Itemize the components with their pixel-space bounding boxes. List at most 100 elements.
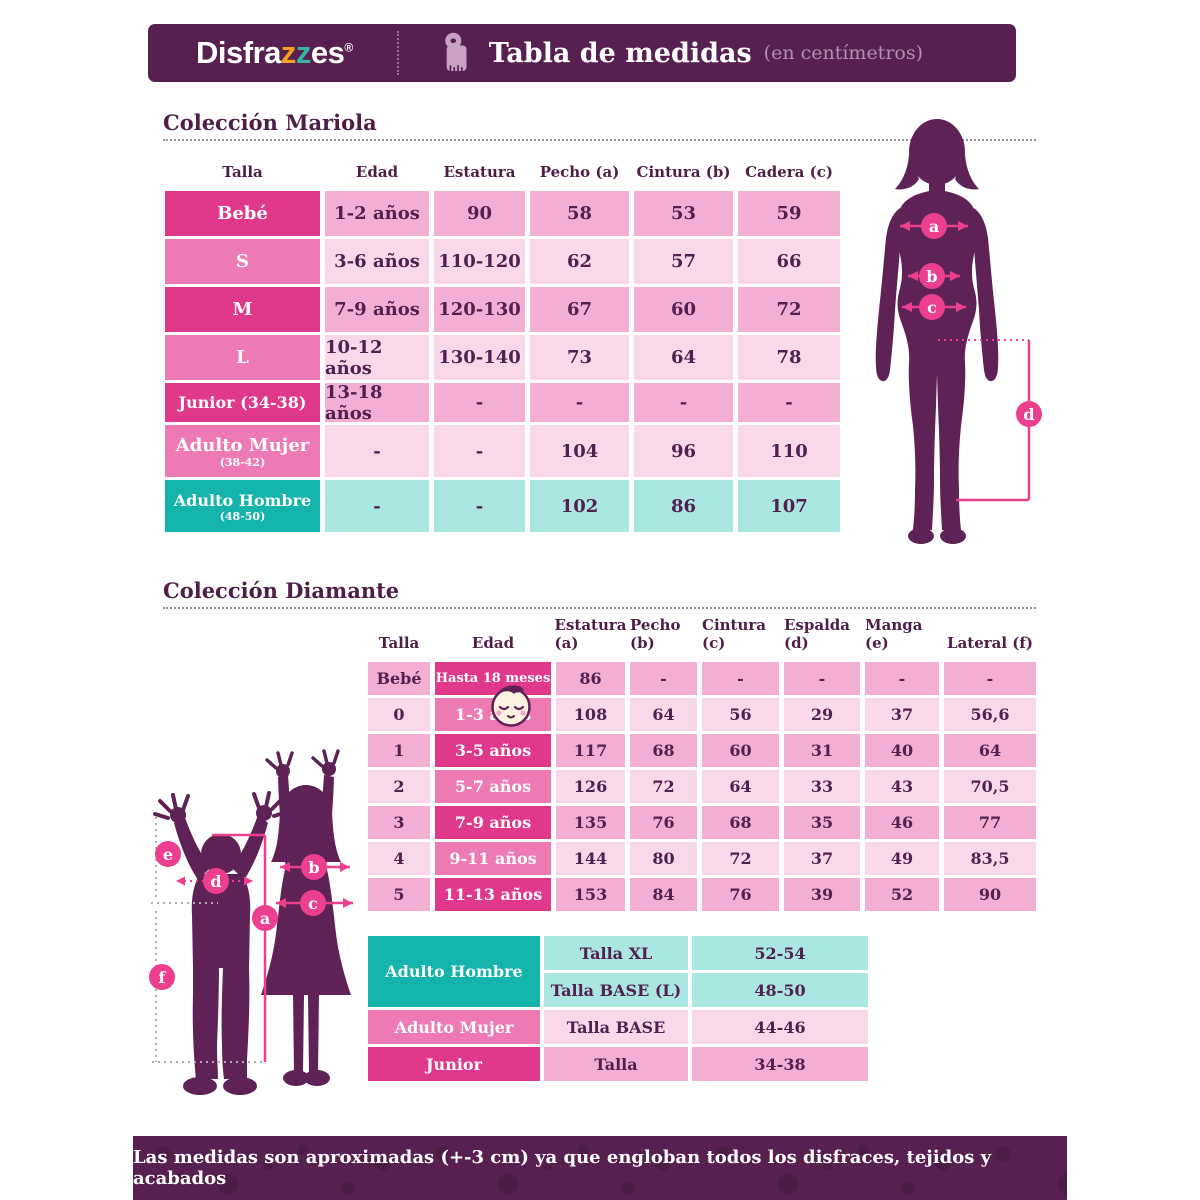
table-cell: 67	[530, 287, 629, 332]
row-label-text: Adulto Hombre	[173, 490, 312, 510]
row-label: M	[165, 287, 320, 332]
column-header: Lateral (f)	[947, 634, 1033, 652]
table-cell: 108	[556, 698, 625, 731]
column-header: Edad	[355, 163, 399, 181]
table-cell: 96	[634, 425, 733, 477]
table-cell: 104	[530, 425, 629, 477]
table-cell: Talla	[544, 1047, 688, 1081]
table-cell: 43	[865, 770, 939, 803]
table-cell: 59	[738, 191, 840, 236]
table-cell: 107	[738, 480, 840, 532]
table-cell: 66	[738, 239, 840, 284]
table-cell: 64	[702, 770, 779, 803]
table-cell: 62	[530, 239, 629, 284]
logo-z2: z	[295, 35, 312, 70]
table-cell: 72	[702, 842, 779, 875]
table-cell: 48-50	[692, 973, 868, 1007]
table-cell: Talla BASE (L)	[544, 973, 688, 1007]
table-cell: -	[434, 480, 525, 532]
table-cell: 117	[556, 734, 625, 767]
woman-silhouette-figure: a b c d	[875, 119, 1042, 544]
table-cell: 46	[865, 806, 939, 839]
age-cell: 9-11 años	[435, 842, 551, 875]
table-cell: 84	[630, 878, 697, 911]
woman-measure-marks: a b c d	[900, 213, 1042, 502]
age-cell: 5-7 años	[435, 770, 551, 803]
size-cell: 1	[368, 734, 430, 767]
column-header: Espalda (d)	[784, 616, 850, 652]
svg-text:d: d	[1023, 405, 1034, 424]
svg-text:e: e	[163, 845, 173, 864]
table-cell: 3-6 años	[325, 239, 429, 284]
table-cell: 86	[556, 662, 625, 695]
table-cell: 83,5	[944, 842, 1036, 875]
measuring-tape-icon	[444, 32, 467, 71]
table-cell: 64	[630, 698, 697, 731]
diamante-table: Talla Edad Estatura (a) Pecho (b) Cintura (c…	[368, 616, 1036, 911]
svg-text:f: f	[159, 968, 167, 987]
row-label: Adulto Mujer (38-42)	[165, 425, 320, 477]
diamante-section-title: Colección Diamante	[163, 578, 400, 603]
svg-text:b: b	[308, 858, 319, 877]
table-cell: 13-18 años	[325, 382, 429, 424]
column-header: Pecho (a)	[539, 163, 620, 181]
table-cell: 33	[784, 770, 860, 803]
svg-text:c: c	[308, 894, 318, 913]
column-header: Talla	[222, 163, 263, 181]
table-cell: 10-12 años	[325, 335, 429, 380]
table-cell: Talla XL	[544, 936, 688, 970]
table-cell: 37	[865, 698, 939, 731]
row-label: Adulto Hombre	[368, 936, 540, 1007]
table-cell: -	[865, 662, 939, 695]
row-label: Junior	[368, 1047, 540, 1081]
table-cell: 72	[738, 287, 840, 332]
column-header: Cintura (c)	[702, 616, 766, 652]
baby-face-icon	[491, 685, 531, 727]
row-label: S	[165, 239, 320, 284]
size-cell: 2	[368, 770, 430, 803]
table-cell: 58	[530, 191, 629, 236]
table-cell: 53	[634, 191, 733, 236]
table-cell: -	[702, 662, 779, 695]
table-cell: 126	[556, 770, 625, 803]
table-cell: 72	[630, 770, 697, 803]
size-cell: Bebé	[368, 662, 430, 695]
table-cell: 64	[944, 734, 1036, 767]
registered-mark: ®	[344, 40, 353, 55]
table-cell: -	[784, 662, 860, 695]
table-cell: -	[634, 383, 733, 422]
table-cell: -	[434, 383, 525, 422]
table-cell: 52-54	[692, 936, 868, 970]
table-cell: -	[325, 425, 429, 477]
table-cell: 31	[784, 734, 860, 767]
size-cell: 4	[368, 842, 430, 875]
size-cell: 0	[368, 698, 430, 731]
table-cell: 68	[702, 806, 779, 839]
table-cell: 144	[556, 842, 625, 875]
table-cell: 60	[634, 287, 733, 332]
age-cell: 11-13 años	[435, 878, 551, 911]
table-cell: 80	[630, 842, 697, 875]
table-cell: Talla BASE	[544, 1010, 688, 1044]
age-cell: 7-9 años	[435, 806, 551, 839]
row-label: L	[165, 335, 320, 380]
table-cell: 90	[434, 191, 525, 236]
table-cell: 35	[784, 806, 860, 839]
column-header: Pecho (b)	[630, 616, 681, 652]
table-cell: 153	[556, 878, 625, 911]
page-subtitle: (en centímetros)	[763, 42, 924, 64]
table-cell: -	[944, 662, 1036, 695]
table-cell: -	[325, 480, 429, 532]
table-cell: 64	[634, 335, 733, 380]
table-cell: 73	[530, 335, 629, 380]
table-cell: 39	[784, 878, 860, 911]
table-cell: 29	[784, 698, 860, 731]
svg-text:b: b	[926, 267, 937, 286]
svg-text:a: a	[260, 909, 270, 928]
row-label: Adulto Mujer	[368, 1010, 540, 1044]
footer-note-bar: Las medidas son aproximadas (+-3 cm) ya …	[133, 1136, 1067, 1200]
row-label-text: Bebé	[217, 203, 268, 224]
logo-text: Disfra	[196, 35, 281, 70]
table-cell: 135	[556, 806, 625, 839]
brand-logo: Disfrazzes®	[196, 35, 353, 71]
